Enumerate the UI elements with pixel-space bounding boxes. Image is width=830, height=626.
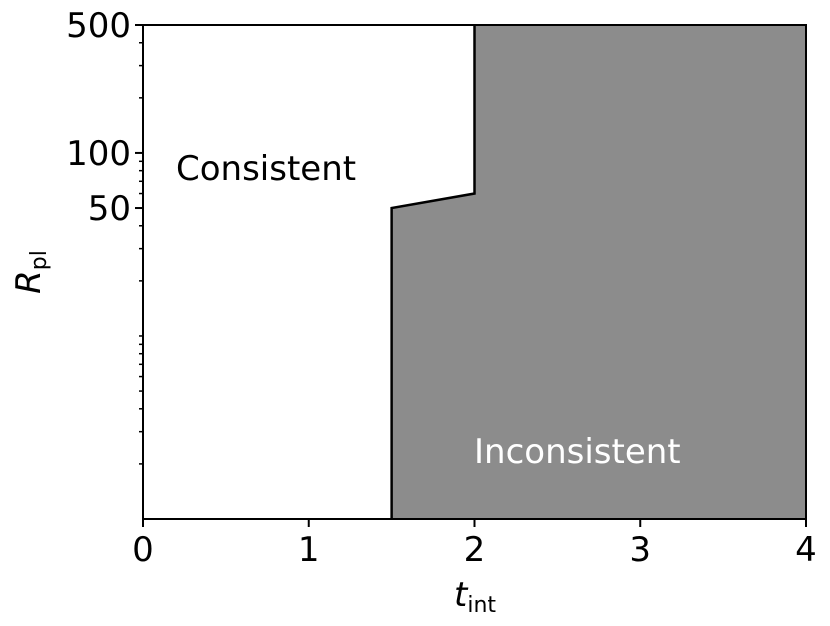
y-tick-label: 100 bbox=[66, 134, 131, 174]
x-tick-label: 1 bbox=[298, 530, 320, 570]
y-tick-label: 500 bbox=[66, 6, 131, 46]
y-label-sub: pl bbox=[27, 250, 52, 270]
x-label-main: t bbox=[454, 575, 469, 615]
x-axis-label: tint bbox=[454, 575, 496, 618]
y-axis-label: Rpl bbox=[9, 250, 52, 294]
inconsistent-region bbox=[391, 25, 806, 519]
x-tick-label: 2 bbox=[464, 530, 486, 570]
annotation: Inconsistent bbox=[474, 432, 681, 472]
x-label-sub: int bbox=[467, 593, 496, 618]
x-tick-label: 3 bbox=[629, 530, 651, 570]
y-label-main: R bbox=[9, 270, 49, 294]
annotation: Consistent bbox=[176, 149, 356, 189]
boundary-line bbox=[390, 25, 476, 519]
y-tick-label: 50 bbox=[88, 189, 131, 229]
x-tick-label: 0 bbox=[132, 530, 154, 570]
x-tick-label: 4 bbox=[795, 530, 817, 570]
